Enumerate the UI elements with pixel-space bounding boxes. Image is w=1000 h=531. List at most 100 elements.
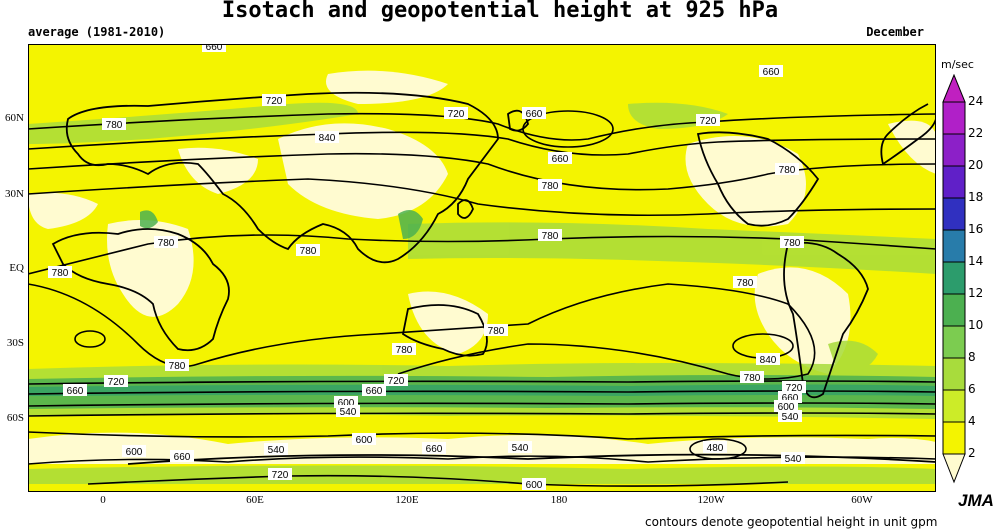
contour-label: 720 (782, 381, 806, 394)
lat-label-30s: 30S (6, 337, 24, 349)
contour-label: 780 (48, 266, 72, 279)
svg-text:660: 660 (366, 386, 383, 397)
colorbar-segment (942, 165, 966, 199)
svg-text:660: 660 (526, 109, 543, 120)
svg-text:540: 540 (785, 454, 802, 465)
contour-label: 600 (522, 478, 546, 491)
colorbar-segment (942, 133, 966, 167)
lat-label-eq: EQ (9, 262, 24, 274)
map-frame (28, 44, 936, 492)
svg-text:600: 600 (338, 398, 355, 409)
contour-label: 780 (538, 179, 562, 192)
contour-label: 780 (102, 118, 126, 131)
contour-label: 660 (759, 65, 783, 78)
contour-label: 780 (775, 163, 799, 176)
svg-text:660: 660 (426, 444, 443, 455)
contour-label: 840 (315, 131, 339, 144)
svg-text:720: 720 (272, 470, 289, 481)
colorbar-segment (942, 357, 966, 391)
svg-text:660: 660 (206, 44, 223, 53)
contour-label: 660 (548, 152, 572, 165)
contour-label: 720 (444, 107, 468, 120)
svg-text:660: 660 (67, 386, 84, 397)
contour-label: 780 (538, 229, 562, 242)
colorbar-segment (942, 229, 966, 263)
colorbar-label: 4 (968, 414, 976, 428)
contour-label: 600 (774, 400, 798, 413)
contour-label: 780 (392, 343, 416, 356)
colorbar-segment (942, 197, 966, 231)
svg-text:660: 660 (174, 452, 191, 463)
svg-text:780: 780 (52, 268, 69, 279)
lon-label-60e: 60E (246, 494, 264, 506)
svg-text:780: 780 (542, 231, 559, 242)
contour-labels: 660 720 780 840 660 720 660 660 720 780 … (48, 44, 806, 491)
colorbar-label: 2 (968, 446, 976, 460)
svg-text:600: 600 (526, 480, 543, 491)
contour-label: 600 (122, 445, 146, 458)
lat-label-30n: 30N (5, 188, 24, 200)
colorbar-segment (942, 325, 966, 359)
svg-text:720: 720 (700, 116, 717, 127)
colorbar-label: 8 (968, 350, 976, 364)
colorbar-bottom-triangle (942, 453, 966, 484)
colorbar-top-triangle (942, 74, 966, 103)
contour-label: 780 (740, 371, 764, 384)
contour-label: 720 (262, 94, 286, 107)
contour-label: 660 (63, 384, 87, 397)
contour-label: 540 (778, 410, 802, 423)
contour-label: 720 (104, 375, 128, 388)
contour-label: 780 (484, 324, 508, 337)
svg-text:780: 780 (106, 120, 123, 131)
svg-text:840: 840 (760, 355, 777, 366)
colorbar-label: 18 (968, 190, 984, 204)
contour-label: 660 (522, 107, 546, 120)
lon-label-180: 180 (550, 494, 568, 506)
contour-label: 780 (733, 276, 757, 289)
svg-text:780: 780 (784, 238, 801, 249)
colorbar-label: 12 (968, 286, 984, 300)
svg-text:780: 780 (158, 238, 175, 249)
contour-label: 540 (264, 443, 288, 456)
contour-label: 720 (696, 114, 720, 127)
svg-text:480: 480 (707, 443, 724, 454)
contour-label: 540 (508, 441, 532, 454)
contour-label: 840 (756, 353, 780, 366)
colorbar-label: 6 (968, 382, 976, 396)
svg-text:780: 780 (396, 345, 413, 356)
lat-label-60s: 60S (6, 412, 24, 424)
svg-text:780: 780 (169, 361, 186, 372)
svg-text:720: 720 (448, 109, 465, 120)
colorbar-units: m/sec (941, 58, 974, 71)
svg-text:720: 720 (108, 377, 125, 388)
svg-text:720: 720 (266, 96, 283, 107)
footnote: contours denote geopotential height in u… (645, 515, 938, 529)
colorbar-label: 20 (968, 158, 984, 172)
svg-text:780: 780 (300, 246, 317, 257)
colorbar-label: 10 (968, 318, 984, 332)
world-map: 660 720 780 840 660 720 660 660 720 780 … (28, 44, 936, 492)
svg-text:780: 780 (488, 326, 505, 337)
contour-label: 780 (296, 244, 320, 257)
svg-text:780: 780 (737, 278, 754, 289)
svg-text:540: 540 (340, 407, 357, 418)
contour-label: 780 (165, 359, 189, 372)
svg-text:660: 660 (763, 67, 780, 78)
svg-text:600: 600 (356, 435, 373, 446)
contour-label: 600 (352, 433, 376, 446)
contour-label: 720 (268, 468, 292, 481)
colorbar (942, 74, 966, 484)
lon-label-120e: 120E (395, 494, 419, 506)
svg-text:720: 720 (786, 383, 803, 394)
colorbar-label: 14 (968, 254, 984, 268)
colorbar-segment (942, 101, 966, 135)
chart-title: Isotach and geopotential height at 925 h… (221, 0, 779, 23)
contour-label: 660 (362, 384, 386, 397)
jma-logo: JMA (958, 491, 994, 510)
svg-text:540: 540 (512, 443, 529, 454)
svg-text:780: 780 (744, 373, 761, 384)
strongest-wind-core (28, 384, 936, 396)
lon-label-60w: 60W (851, 494, 873, 506)
svg-text:540: 540 (268, 445, 285, 456)
contour-label: 660 (422, 442, 446, 455)
